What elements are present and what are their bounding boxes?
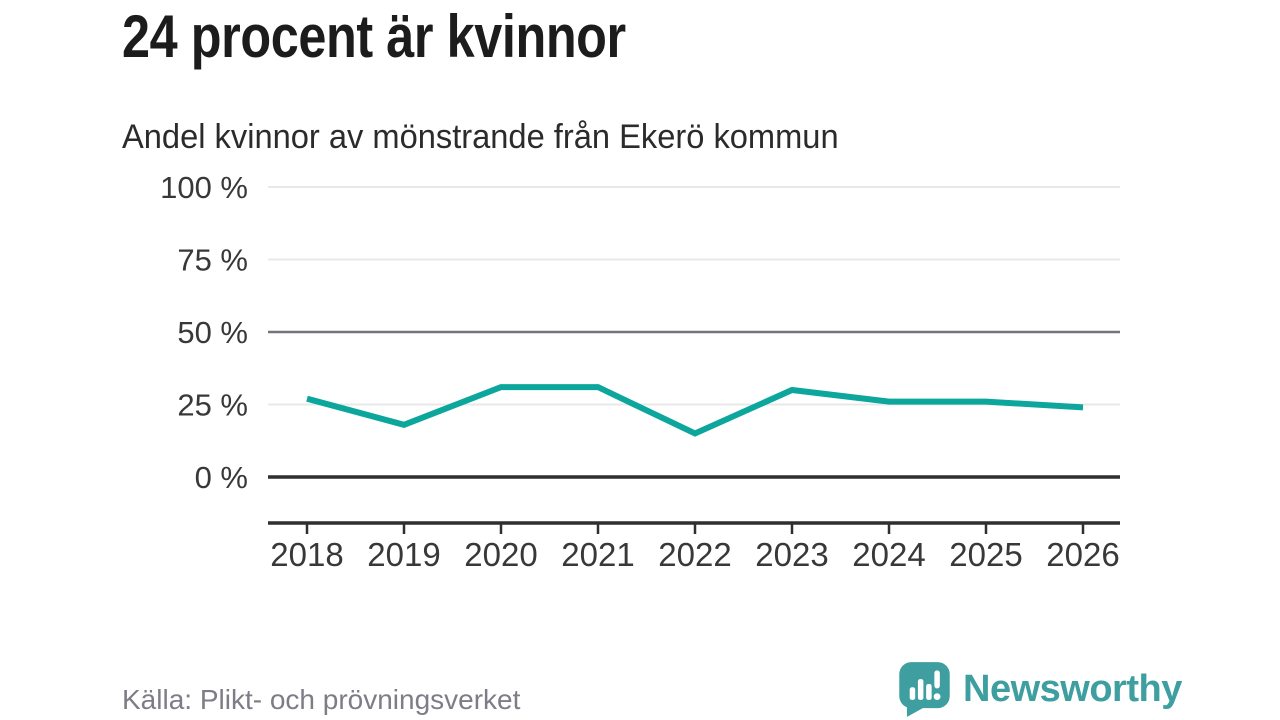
newsworthy-logo: Newsworthy (897, 661, 1182, 718)
x-tick-label-2020: 2020 (464, 536, 537, 573)
y-tick-label-0: 0 % (195, 460, 248, 495)
x-tick-label-2018: 2018 (270, 536, 343, 573)
source-note: Källa: Plikt- och prövningsverket (122, 684, 521, 715)
x-tick-label-2025: 2025 (949, 536, 1022, 573)
x-tick-label-2022: 2022 (658, 536, 731, 573)
x-tick-label-2023: 2023 (755, 536, 828, 573)
x-tick-label-2026: 2026 (1046, 536, 1119, 573)
newsworthy-logo-text: Newsworthy (963, 668, 1182, 710)
logo-bar-2 (917, 679, 924, 700)
logo-exclamation-bar (934, 670, 940, 689)
y-tick-label-75: 75 % (177, 243, 248, 278)
logo-bar-3 (926, 684, 932, 700)
x-tick-label-2021: 2021 (561, 536, 634, 573)
newsworthy-logo-icon (899, 662, 950, 717)
y-tick-label-100: 100 % (160, 170, 248, 205)
y-tick-label-50: 50 % (177, 315, 248, 350)
y-tick-label-25: 25 % (177, 388, 248, 423)
x-tick-label-2019: 2019 (367, 536, 440, 573)
chart-title: 24 procent är kvinnor (122, 3, 626, 70)
data-line-share-of-women (306, 384, 1084, 437)
chart-subtitle: Andel kvinnor av mönstrande från Ekerö k… (122, 118, 839, 156)
logo-bar-1 (909, 687, 916, 700)
x-tick-label-2024: 2024 (852, 536, 925, 573)
logo-exclamation-dot (933, 693, 941, 701)
